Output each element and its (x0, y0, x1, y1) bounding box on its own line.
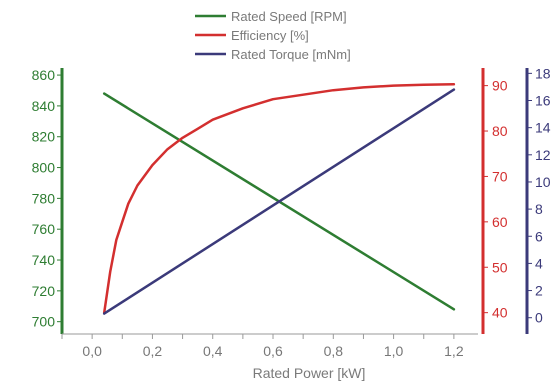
y-tick-label-left: 740 (32, 252, 56, 268)
y-tick-label-left: 700 (32, 314, 56, 330)
y-tick-label-right-outer: 2 (535, 283, 543, 299)
y-tick-label-right-outer: 6 (535, 228, 543, 244)
x-tick-label: 1,0 (384, 343, 404, 359)
x-tick-label: 0,8 (324, 343, 344, 359)
x-tick-label: 0,2 (143, 343, 163, 359)
x-tick-label: 0,4 (203, 343, 223, 359)
axes: 8608408208007807607407207009080706050401… (32, 65, 551, 359)
y-tick-label-right-inner: 70 (492, 168, 508, 184)
x-tick-label: 0,0 (82, 343, 102, 359)
legend-label-2: Rated Torque [mNm] (231, 47, 351, 62)
legend-label-0: Rated Speed [RPM] (231, 9, 347, 24)
series-line-2 (102, 88, 456, 315)
y-tick-label-left: 820 (32, 129, 56, 145)
x-axis-title: Rated Power [kW] (253, 365, 366, 381)
y-tick-label-left: 760 (32, 221, 56, 237)
x-tick-label: 1,2 (444, 343, 464, 359)
y-tick-label-right-outer: 18 (535, 65, 551, 81)
series-line-1 (102, 83, 456, 314)
y-tick-label-right-inner: 40 (492, 305, 508, 321)
y-tick-label-right-outer: 0 (535, 310, 543, 326)
y-tick-label-left: 800 (32, 160, 56, 176)
y-tick-label-right-outer: 4 (535, 255, 543, 271)
y-tick-label-right-outer: 10 (535, 174, 551, 190)
y-tick-label-right-outer: 8 (535, 201, 543, 217)
y-tick-label-right-inner: 50 (492, 259, 508, 275)
legend: Rated Speed [RPM] Efficiency [%] Rated Tor… (195, 9, 351, 62)
y-tick-label-left: 720 (32, 283, 56, 299)
y-tick-label-right-outer: 16 (535, 93, 551, 109)
y-tick-label-left: 860 (32, 67, 56, 83)
y-tick-label-right-inner: 80 (492, 123, 508, 139)
y-tick-label-left: 780 (32, 190, 56, 206)
series (102, 83, 456, 315)
legend-label-1: Efficiency [%] (231, 28, 309, 43)
x-tick-label: 0,6 (263, 343, 283, 359)
y-tick-label-right-inner: 90 (492, 78, 508, 94)
y-tick-label-left: 840 (32, 98, 56, 114)
y-tick-label-right-outer: 14 (535, 120, 551, 136)
y-tick-label-right-outer: 12 (535, 147, 551, 163)
y-tick-label-right-inner: 60 (492, 214, 508, 230)
